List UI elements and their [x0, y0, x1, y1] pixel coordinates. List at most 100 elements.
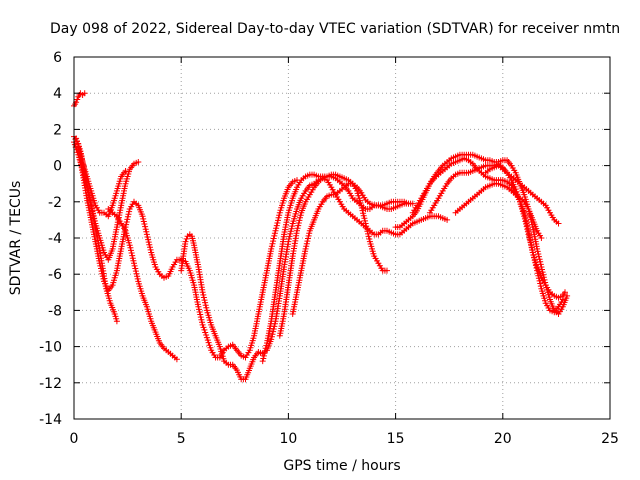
- data-point: [444, 216, 451, 223]
- data-point: [198, 316, 205, 323]
- data-point: [141, 221, 148, 227]
- data-point: [536, 277, 543, 284]
- data-point: [200, 294, 207, 301]
- data-point: [134, 273, 141, 280]
- data-point: [268, 245, 275, 252]
- data-point: [303, 240, 310, 247]
- data-point: [302, 245, 309, 252]
- data-point: [528, 244, 535, 251]
- data-point: [305, 232, 312, 239]
- data-point: [145, 239, 152, 246]
- x-tick-label: 20: [494, 431, 512, 447]
- data-point: [200, 291, 207, 298]
- data-point: [268, 243, 275, 250]
- y-tick-label: -6: [48, 267, 62, 283]
- data-point: [270, 328, 277, 335]
- data-point: [173, 356, 180, 363]
- data-point: [259, 358, 266, 365]
- data-point: [295, 220, 302, 226]
- data-point: [362, 220, 369, 227]
- data-point: [538, 235, 545, 241]
- data-point: [294, 225, 301, 232]
- data-point: [535, 251, 542, 257]
- data-point: [268, 336, 275, 343]
- data-point: [361, 215, 368, 222]
- data-point: [125, 211, 132, 218]
- data-point: [286, 236, 292, 242]
- data-point: [133, 270, 140, 277]
- x-axis-label: GPS time / hours: [283, 458, 400, 474]
- series-arc-9: [276, 171, 390, 339]
- data-point: [271, 232, 278, 239]
- y-tick-label: -12: [39, 376, 62, 392]
- data-point: [123, 219, 130, 225]
- data-point: [537, 283, 544, 290]
- data-point: [512, 186, 519, 193]
- data-point: [142, 226, 149, 233]
- data-point: [113, 318, 120, 325]
- data-point: [555, 220, 562, 227]
- data-point: [540, 271, 547, 278]
- series-arc-14: [452, 180, 545, 241]
- y-tick-label: 0: [53, 159, 62, 175]
- series-arc-15: [482, 162, 562, 227]
- data-point: [124, 213, 131, 220]
- data-point: [201, 326, 208, 333]
- series-arc-7: [178, 175, 451, 383]
- data-point: [366, 236, 373, 242]
- data-point: [260, 355, 267, 362]
- series-arc-6: [105, 206, 180, 363]
- data-point: [127, 244, 134, 251]
- data-point: [358, 205, 365, 211]
- y-axis-label: SDTVAR / TECUs: [8, 181, 24, 296]
- data-point: [263, 342, 270, 349]
- data-point: [285, 238, 292, 245]
- data-point: [122, 168, 129, 174]
- data-point: [147, 246, 154, 253]
- y-tick-label: 2: [53, 122, 62, 138]
- series-arc-5: [75, 144, 300, 361]
- data-point: [132, 268, 139, 275]
- data-point: [205, 339, 212, 346]
- data-point: [202, 302, 209, 309]
- data-point: [529, 246, 536, 253]
- data-point: [123, 221, 130, 228]
- data-point: [199, 289, 206, 296]
- data-point: [296, 217, 303, 224]
- series-arc-11: [392, 151, 571, 317]
- data-point: [270, 238, 277, 245]
- data-point: [196, 306, 202, 313]
- data-point: [274, 220, 281, 226]
- data-point: [303, 243, 310, 250]
- y-tick-label: -4: [48, 231, 62, 247]
- data-point: [81, 90, 88, 97]
- data-point: [273, 222, 280, 229]
- data-point: [199, 319, 205, 326]
- x-tick-label: 10: [279, 431, 297, 447]
- data-point: [525, 231, 532, 238]
- data-point: [261, 350, 268, 357]
- data-point: [268, 333, 275, 340]
- x-tick-label: 25: [601, 431, 619, 447]
- series-arc-1: [71, 90, 88, 109]
- data-point: [362, 217, 368, 224]
- data-point: [273, 225, 280, 232]
- data-point: [527, 239, 534, 246]
- data-point: [131, 262, 138, 269]
- data-point: [294, 227, 300, 234]
- data-point: [132, 265, 139, 272]
- y-tick-label: -10: [39, 340, 62, 356]
- data-point: [363, 225, 370, 232]
- data-point: [197, 314, 204, 321]
- data-point: [197, 311, 204, 318]
- data-point: [97, 262, 104, 269]
- data-point: [182, 238, 189, 245]
- data-point: [146, 241, 153, 248]
- data-point: [363, 223, 370, 230]
- data-point: [521, 213, 528, 220]
- data-point: [260, 352, 267, 359]
- data-point: [183, 235, 190, 242]
- data-point: [287, 230, 294, 237]
- y-tick-label: 6: [53, 50, 62, 66]
- data-point: [143, 231, 150, 238]
